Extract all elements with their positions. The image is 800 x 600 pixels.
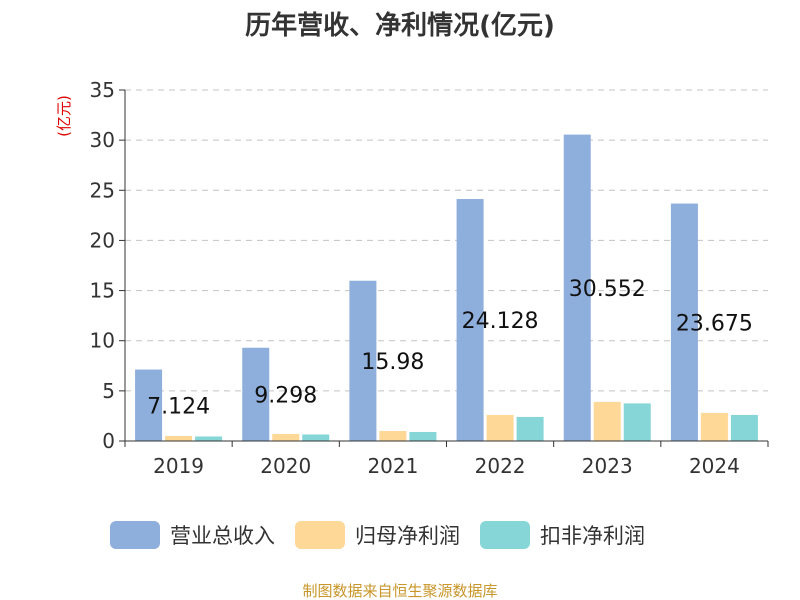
x-tick-label: 2024 [689, 454, 740, 478]
bar-3-2022 [516, 416, 544, 441]
grid-lines [125, 89, 768, 392]
bars [135, 134, 758, 441]
bar-2-2021 [379, 430, 407, 441]
bar-2-2023 [593, 401, 621, 441]
legend-label: 归母净利润 [355, 524, 460, 548]
y-tick-label: 25 [90, 178, 115, 202]
bar-3-2024 [730, 414, 758, 441]
bar-1-2019 [135, 369, 163, 441]
data-label: 9.298 [254, 383, 317, 408]
y-tick-label: 20 [90, 228, 115, 252]
y-tick-label: 5 [102, 379, 115, 403]
y-tick-label: 30 [90, 128, 115, 152]
bar-3-2020 [302, 434, 330, 441]
source-note: 制图数据来自恒生聚源数据库 [302, 582, 497, 600]
bar-3-2019 [195, 436, 223, 441]
x-tick-label: 2020 [260, 454, 311, 478]
data-label: 30.552 [569, 277, 646, 302]
bar-3-2021 [409, 431, 437, 441]
y-tick-label: 35 [90, 78, 115, 102]
y-tick-label: 0 [102, 429, 115, 453]
bar-1-2021 [349, 280, 377, 441]
y-tick-label: 10 [90, 329, 115, 353]
x-tick-label: 2022 [475, 454, 526, 478]
y-tick-label: 15 [90, 279, 115, 303]
bar-1-2024 [670, 203, 698, 441]
data-label: 23.675 [676, 311, 753, 336]
bar-1-2020 [242, 347, 270, 441]
legend-swatch [110, 521, 160, 549]
bar-2-2020 [272, 433, 300, 441]
x-tick-label: 2023 [582, 454, 633, 478]
bar-1-2022 [456, 199, 484, 441]
x-tick-label: 2021 [367, 454, 418, 478]
legend: 营业总收入 归母净利润 扣非净利润 [110, 521, 645, 549]
data-label: 24.128 [462, 309, 539, 334]
bar-2-2019 [165, 435, 193, 441]
bar-3-2023 [623, 403, 651, 441]
legend-swatch [480, 521, 530, 549]
bar-1-2023 [563, 134, 591, 441]
chart-title: 历年营收、净利情况(亿元) [245, 10, 555, 41]
bar-2-2024 [700, 412, 728, 441]
x-tick-label: 2019 [153, 454, 204, 478]
y-axis-unit-label: (亿元) [55, 95, 73, 137]
legend-label: 营业总收入 [170, 524, 275, 548]
bar-2-2022 [486, 414, 514, 441]
legend-label: 扣非净利润 [540, 524, 645, 548]
legend-swatch [295, 521, 345, 549]
data-label: 15.98 [361, 350, 424, 375]
data-label: 7.124 [147, 394, 210, 419]
data-labels: 7.124 9.298 15.98 24.128 30.552 23.675 [147, 277, 753, 419]
axes: 0 5 10 15 20 25 30 35 2019 2020 2021 2022 2023 2024 [90, 78, 769, 478]
